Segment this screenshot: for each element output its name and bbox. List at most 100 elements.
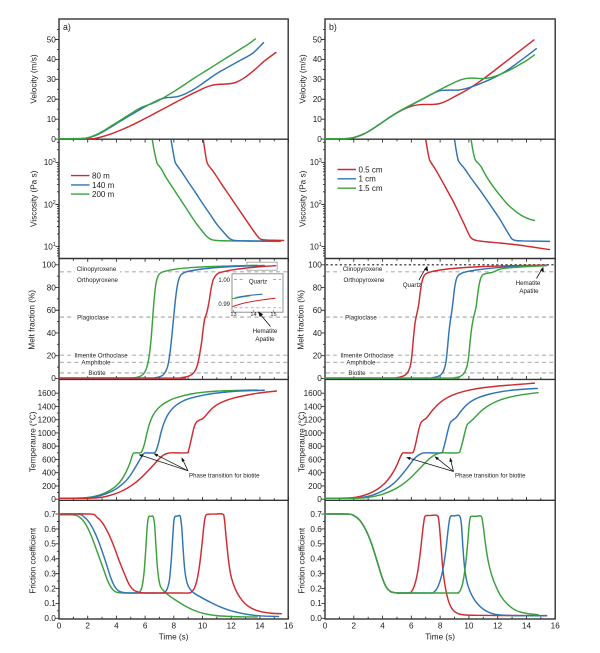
- svg-text:800: 800: [308, 442, 322, 451]
- svg-text:Ilmenite Orthoclase: Ilmenite Orthoclase: [74, 352, 128, 359]
- svg-text:Hematite: Hematite: [253, 328, 278, 335]
- svg-text:Plagioclase: Plagioclase: [345, 314, 377, 321]
- svg-text:6: 6: [143, 622, 148, 631]
- svg-text:Ilmenite Orthoclase: Ilmenite Orthoclase: [340, 352, 394, 359]
- svg-text:15: 15: [270, 312, 276, 318]
- svg-text:20: 20: [313, 95, 323, 104]
- svg-text:2: 2: [351, 622, 356, 631]
- svg-text:20: 20: [313, 351, 323, 360]
- svg-text:Velocity (m/s): Velocity (m/s): [30, 54, 39, 103]
- svg-text:800: 800: [42, 442, 56, 451]
- svg-text:Amphibole: Amphibole: [81, 359, 111, 366]
- svg-text:0.3: 0.3: [310, 569, 322, 578]
- svg-text:Friction coefficient: Friction coefficient: [29, 527, 38, 594]
- svg-text:0: 0: [51, 135, 56, 144]
- svg-text:0.1: 0.1: [44, 599, 56, 608]
- svg-text:14: 14: [255, 622, 265, 631]
- svg-text:Orthopyroxene: Orthopyroxene: [344, 277, 385, 284]
- svg-text:14: 14: [522, 622, 532, 631]
- svg-text:8: 8: [438, 622, 443, 631]
- svg-text:6: 6: [409, 622, 414, 631]
- svg-text:12: 12: [493, 622, 503, 631]
- svg-text:400: 400: [42, 469, 56, 478]
- svg-text:Temperaure (°C): Temperaure (°C): [298, 411, 307, 472]
- svg-text:0.5 cm: 0.5 cm: [359, 165, 383, 174]
- svg-text:0.1: 0.1: [310, 599, 322, 608]
- svg-text:0: 0: [51, 495, 56, 504]
- svg-text:40: 40: [313, 329, 323, 338]
- svg-text:Biotite: Biotite: [88, 370, 106, 377]
- svg-text:Quartz: Quartz: [249, 278, 268, 285]
- svg-text:Clinopyroxene: Clinopyroxene: [343, 266, 383, 273]
- svg-text:80: 80: [313, 283, 323, 292]
- svg-text:16: 16: [284, 622, 294, 631]
- svg-text:10: 10: [198, 622, 208, 631]
- svg-text:1200: 1200: [304, 416, 323, 425]
- svg-text:0: 0: [317, 135, 322, 144]
- svg-text:Melt fraction (%): Melt fraction (%): [28, 290, 37, 350]
- svg-text:Viscosity (Pa s): Viscosity (Pa s): [30, 170, 39, 227]
- svg-text:102: 102: [44, 200, 56, 209]
- svg-text:600: 600: [42, 455, 56, 464]
- svg-text:100: 100: [42, 261, 56, 270]
- svg-text:8: 8: [172, 622, 177, 631]
- svg-text:140 m: 140 m: [92, 181, 115, 190]
- svg-text:30: 30: [313, 75, 323, 84]
- svg-text:16: 16: [551, 622, 561, 631]
- svg-text:0.0: 0.0: [44, 614, 56, 623]
- svg-text:1400: 1400: [38, 402, 57, 411]
- svg-text:20: 20: [47, 95, 57, 104]
- svg-text:103: 103: [310, 158, 322, 167]
- svg-text:Viscosity (Pa s): Viscosity (Pa s): [299, 170, 308, 227]
- svg-text:1000: 1000: [304, 429, 323, 438]
- svg-text:0.99: 0.99: [218, 302, 230, 308]
- svg-text:Phase transition for biotite: Phase transition for biotite: [189, 472, 260, 479]
- svg-text:0.6: 0.6: [44, 525, 56, 534]
- svg-text:100: 100: [308, 261, 322, 270]
- svg-text:12: 12: [227, 622, 237, 631]
- svg-text:1400: 1400: [304, 402, 323, 411]
- svg-text:10: 10: [47, 115, 57, 124]
- svg-text:0.0: 0.0: [310, 614, 322, 623]
- svg-text:600: 600: [308, 455, 322, 464]
- svg-text:0.4: 0.4: [44, 555, 56, 564]
- svg-text:0.2: 0.2: [44, 584, 56, 593]
- svg-text:0: 0: [317, 495, 322, 504]
- svg-text:1 cm: 1 cm: [359, 175, 377, 184]
- svg-text:80: 80: [47, 283, 57, 292]
- svg-text:40: 40: [313, 55, 323, 64]
- svg-text:Biotite: Biotite: [348, 370, 366, 377]
- svg-text:40: 40: [47, 55, 57, 64]
- svg-text:0: 0: [57, 622, 62, 631]
- svg-text:Time (s): Time (s): [425, 633, 455, 642]
- svg-text:0.4: 0.4: [310, 555, 322, 564]
- svg-text:60: 60: [47, 306, 57, 315]
- svg-text:200 m: 200 m: [92, 190, 115, 199]
- svg-text:Friction coefficient: Friction coefficient: [298, 527, 307, 594]
- svg-text:4: 4: [114, 622, 119, 631]
- svg-text:20: 20: [47, 351, 57, 360]
- svg-text:60: 60: [313, 306, 323, 315]
- svg-text:1600: 1600: [304, 389, 323, 398]
- svg-text:13: 13: [230, 312, 236, 318]
- svg-text:Quartz: Quartz: [403, 282, 422, 289]
- svg-text:0.5: 0.5: [310, 540, 322, 549]
- svg-text:1600: 1600: [38, 389, 57, 398]
- svg-text:Clinopyroxene: Clinopyroxene: [77, 266, 117, 273]
- svg-text:4: 4: [380, 622, 385, 631]
- svg-text:1.5 cm: 1.5 cm: [359, 184, 383, 193]
- svg-text:50: 50: [313, 35, 323, 44]
- svg-text:80 m: 80 m: [92, 172, 110, 181]
- svg-text:0.6: 0.6: [310, 525, 322, 534]
- svg-text:40: 40: [47, 329, 57, 338]
- svg-text:400: 400: [308, 469, 322, 478]
- svg-text:Time (s): Time (s): [159, 633, 189, 642]
- svg-text:101: 101: [44, 242, 56, 251]
- svg-text:101: 101: [310, 242, 322, 251]
- svg-text:Apatite: Apatite: [519, 288, 539, 295]
- svg-text:0: 0: [51, 374, 56, 383]
- svg-text:Temperaure (°C): Temperaure (°C): [29, 411, 38, 472]
- svg-text:Phase transition for biotite: Phase transition for biotite: [455, 472, 526, 479]
- svg-text:30: 30: [47, 75, 57, 84]
- svg-text:a): a): [63, 22, 71, 32]
